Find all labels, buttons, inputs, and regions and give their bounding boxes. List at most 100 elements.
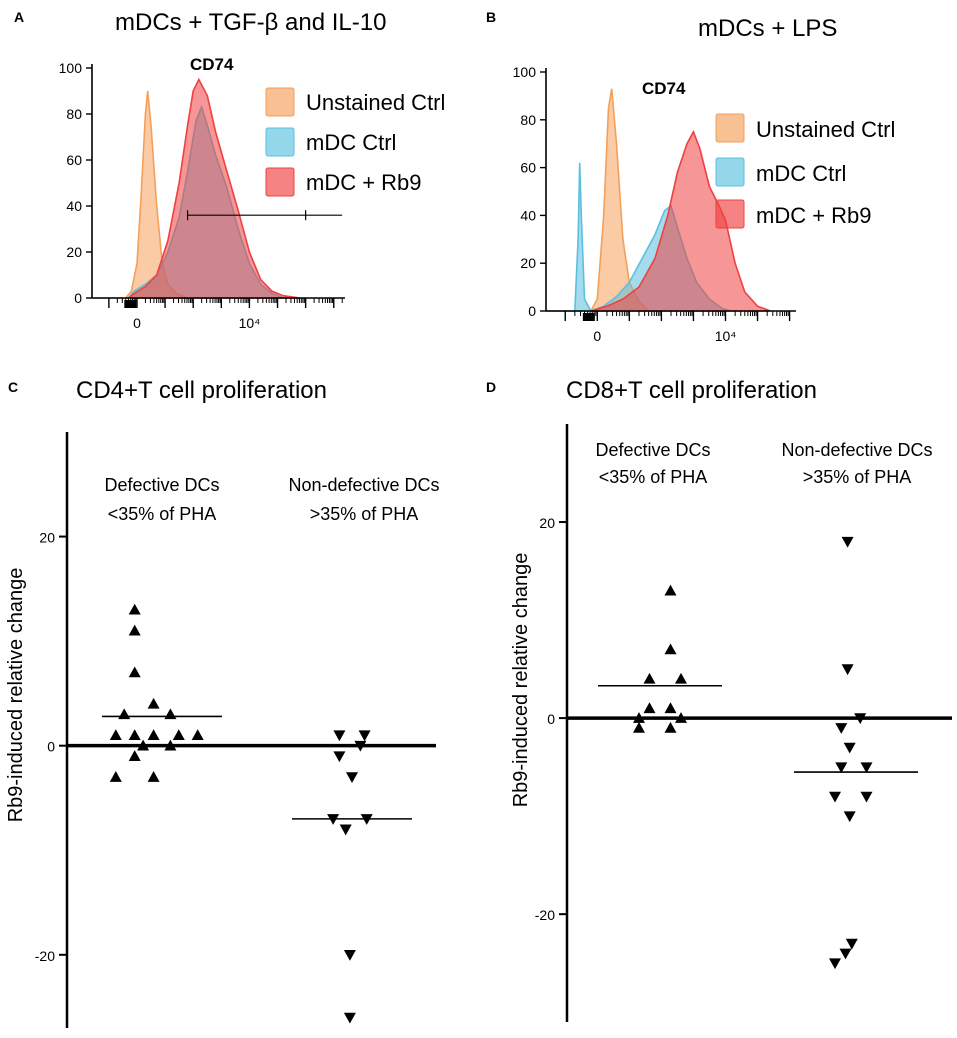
y-tick-label: 20 — [520, 255, 536, 271]
y-tick-label: 100 — [59, 60, 83, 76]
y-tick-label: 60 — [520, 160, 536, 176]
legend-label-mdc-ctrl: mDC Ctrl — [306, 130, 396, 155]
data-point-triangle-up — [109, 729, 122, 741]
y-tick-label: 0 — [74, 290, 82, 306]
group-label-nondefective-sub: >35% of PHA — [310, 504, 419, 524]
group-label-nondefective-sub: >35% of PHA — [803, 467, 912, 487]
data-point-triangle-down — [860, 791, 873, 803]
panel-d-title: CD8+T cell proliferation — [566, 377, 817, 404]
group-label-nondefective: Non-defective DCs — [781, 440, 932, 460]
data-point-triangle-up — [128, 603, 141, 615]
data-point-triangle-down — [843, 811, 856, 823]
data-point-triangle-down — [346, 772, 358, 784]
panel-c: C CD4+T cell proliferation Rb9-induced r… — [5, 377, 440, 1028]
data-point-triangle-up — [147, 729, 160, 741]
data-point-triangle-down — [835, 762, 848, 774]
data-point-triangle-down — [333, 751, 346, 763]
marker-label-cd74: CD74 — [190, 55, 234, 74]
axes: 100 80 60 40 20 0 0 10⁴ — [513, 64, 796, 344]
panel-a-title: mDCs + TGF-β and IL-10 — [115, 9, 386, 36]
y-tick-label: -20 — [35, 948, 55, 964]
legend-swatch-unstained — [265, 87, 295, 117]
data-point-triangle-down — [843, 742, 856, 754]
histogram-curves — [546, 88, 771, 312]
legend: Unstained Ctrl mDC Ctrl mDC + Rb9 — [265, 87, 445, 197]
y-tick-label: 100 — [513, 64, 537, 80]
data-point-triangle-up — [147, 771, 160, 782]
data-point-triangle-down — [343, 1012, 356, 1024]
data-point-triangle-down — [841, 664, 854, 676]
panel-c-title: CD4+T cell proliferation — [76, 377, 327, 404]
data-point-triangle-up — [664, 643, 677, 655]
panel-letter-d: D — [486, 379, 496, 395]
y-axis-label: Rb9-induced relative change — [510, 553, 532, 808]
y-tick-label: 80 — [66, 106, 82, 122]
x-tick-label: 0 — [593, 328, 601, 344]
y-tick-label: 60 — [66, 152, 82, 168]
scatter-plot: 20 0 -20 — [35, 432, 436, 1028]
data-point-triangle-up — [675, 712, 687, 723]
panel-b-title: mDCs + LPS — [698, 15, 837, 42]
group-label-defective-sub: <35% of PHA — [108, 504, 217, 524]
y-tick-label: 80 — [520, 112, 536, 128]
data-point-triangle-down — [839, 948, 852, 960]
data-point-triangle-up — [118, 708, 131, 720]
y-tick-label: -20 — [535, 907, 555, 923]
histogram-curves — [92, 77, 301, 299]
legend-swatch-mdc-rb9 — [265, 167, 295, 197]
panel-letter-a: A — [14, 9, 24, 25]
data-point-triangle-down — [854, 713, 867, 725]
y-tick-label: 0 — [47, 739, 55, 755]
y-tick-label: 20 — [39, 530, 55, 546]
x-zero-marker — [582, 313, 595, 321]
data-point-triangle-down — [835, 723, 848, 734]
x-tick-label: 10⁴ — [715, 328, 737, 344]
data-point-triangle-up — [164, 708, 177, 720]
panel-b: B mDCs + LPS 100 80 60 40 20 0 0 10⁴ CD74 Unsta… — [486, 9, 895, 344]
x-tick-label: 10⁴ — [239, 315, 261, 331]
data-point-triangle-up — [664, 702, 677, 714]
data-point-triangle-down — [343, 950, 356, 961]
data-point-triangle-up — [664, 721, 677, 733]
histogram-mdc-rb9 — [590, 129, 771, 312]
data-point-triangle-up — [109, 771, 122, 782]
legend-label-mdc-rb9: mDC + Rb9 — [756, 203, 872, 228]
data-point-triangle-up — [147, 697, 160, 709]
histogram-mdc-rb9 — [126, 77, 301, 299]
data-point-triangle-up — [128, 624, 141, 636]
legend-label-unstained: Unstained Ctrl — [306, 90, 445, 115]
data-point-triangle-down — [860, 762, 873, 774]
data-point-triangle-down — [841, 536, 854, 548]
legend-label-mdc-ctrl: mDC Ctrl — [756, 161, 846, 186]
data-point-triangle-up — [128, 666, 141, 678]
y-tick-label: 20 — [66, 244, 82, 260]
data-point-triangle-up — [191, 729, 204, 741]
legend: Unstained Ctrl mDC Ctrl mDC + Rb9 — [715, 113, 895, 229]
marker-label-cd74: CD74 — [642, 79, 686, 98]
data-point-triangle-down — [358, 730, 371, 742]
y-tick-label: 40 — [66, 198, 82, 214]
group-label-defective: Defective DCs — [595, 440, 710, 460]
x-zero-marker — [124, 300, 137, 308]
data-point-triangle-down — [829, 958, 841, 970]
data-point-triangle-down — [354, 740, 367, 752]
data-point-triangle-up — [128, 729, 141, 741]
y-tick-label: 20 — [539, 515, 555, 531]
legend-label-mdc-rb9: mDC + Rb9 — [306, 170, 422, 195]
data-point-triangle-down — [845, 938, 858, 950]
axes: 100 80 60 40 20 0 0 10⁴ — [59, 60, 345, 331]
scatter-plot: 20 0 -20 — [535, 424, 952, 1022]
data-point-triangle-up — [633, 721, 645, 733]
y-tick-label: 0 — [528, 303, 536, 319]
x-tick-label: 0 — [133, 315, 141, 331]
data-point-triangle-up — [137, 739, 150, 751]
data-point-triangle-up — [128, 750, 141, 761]
legend-swatch-mdc-ctrl — [265, 127, 295, 157]
data-point-triangle-up — [643, 672, 656, 684]
panel-letter-c: C — [8, 379, 18, 395]
legend-swatch-unstained — [715, 113, 745, 143]
legend-label-unstained: Unstained Ctrl — [756, 117, 895, 142]
data-point-triangle-up — [172, 729, 185, 741]
